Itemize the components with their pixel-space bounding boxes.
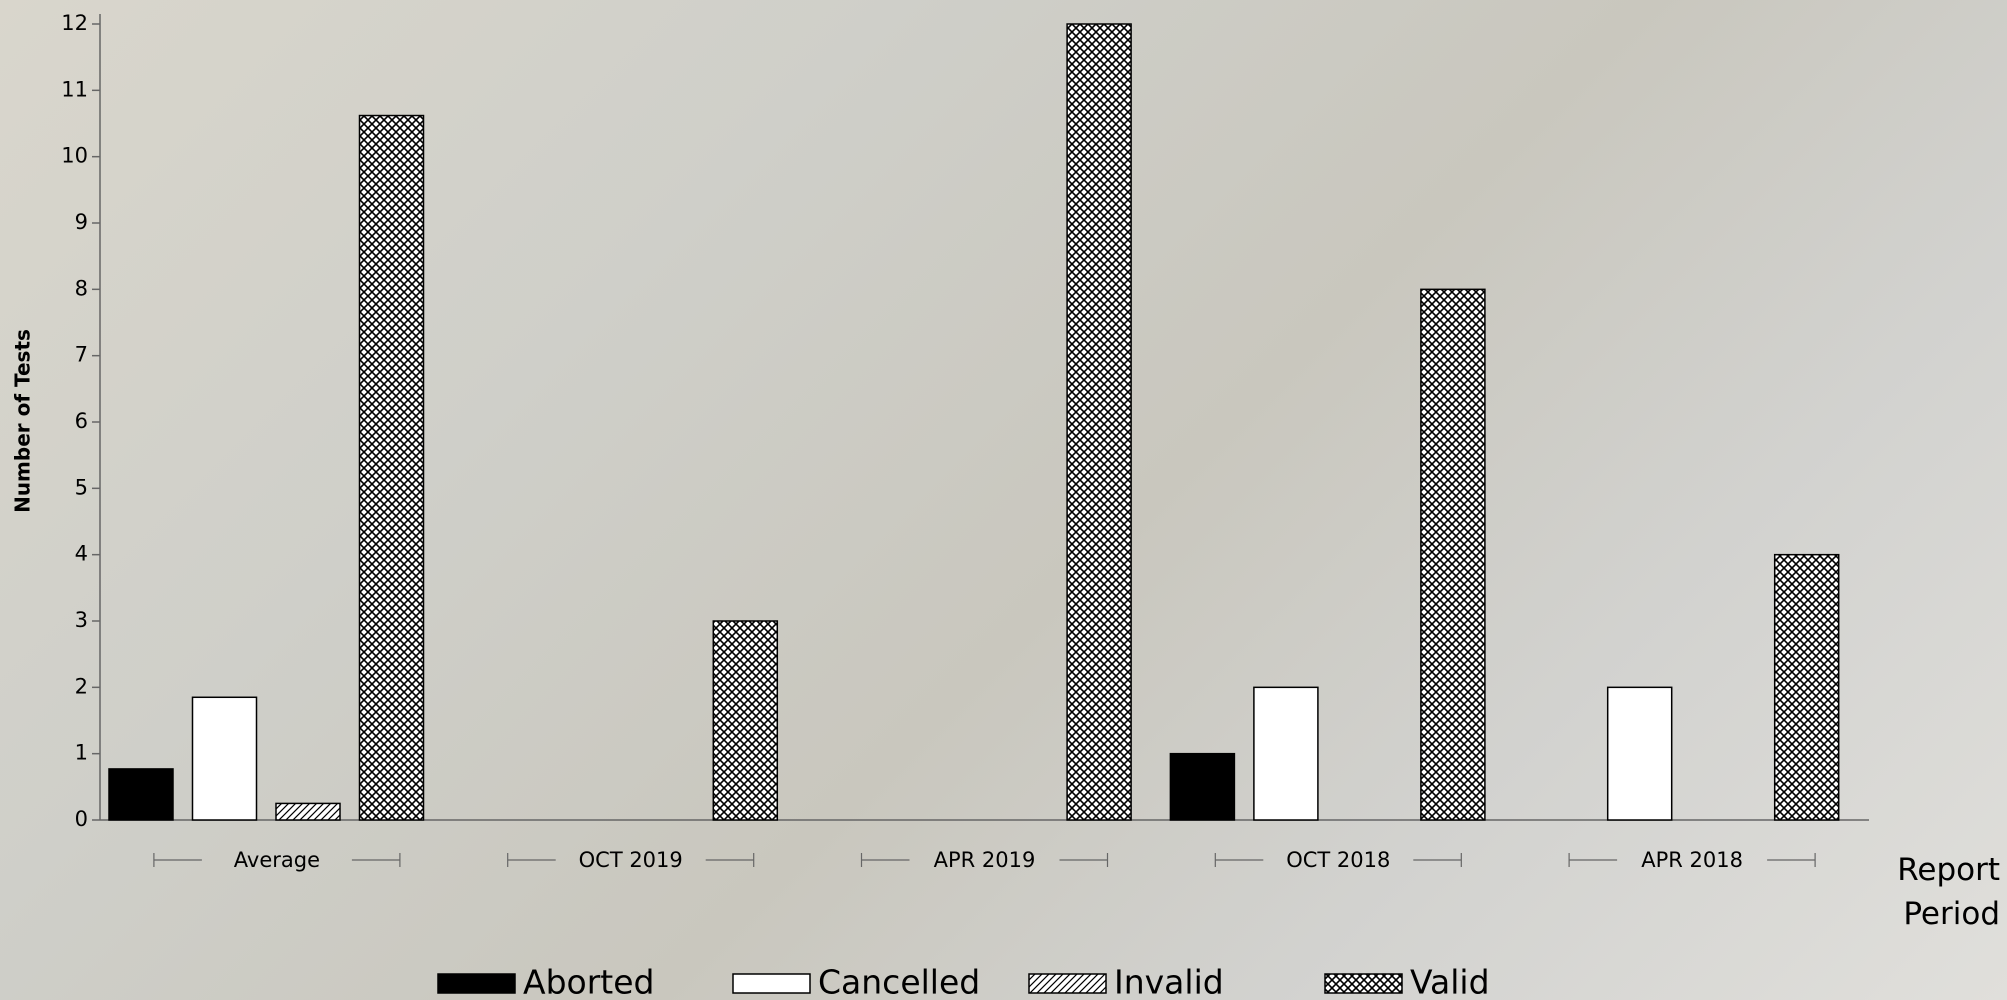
bar (1773, 553, 1840, 821)
legend-label: Aborted (523, 963, 654, 1000)
bar (1169, 752, 1236, 821)
y-tick-label: 3 (75, 608, 88, 632)
bar (1420, 288, 1486, 821)
bar (108, 768, 174, 821)
legend-label: Invalid (1114, 963, 1224, 1000)
legend-swatch (1028, 973, 1107, 994)
x-tick-label: APR 2019 (934, 848, 1036, 872)
y-tick-label: 4 (75, 542, 88, 566)
y-tick-label: 5 (75, 475, 88, 499)
y-tick-label: 9 (75, 210, 88, 234)
x-tick-label: OCT 2018 (1286, 848, 1390, 872)
x-tick-label: OCT 2019 (579, 848, 683, 872)
x-tick-label: APR 2018 (1641, 848, 1743, 872)
bar (191, 696, 258, 821)
legend-label: Cancelled (818, 963, 980, 1000)
x-tick-label: Average (234, 848, 320, 872)
bar (1066, 23, 1132, 821)
x-axis-label: Report Period (1897, 852, 2000, 932)
legend-swatch (732, 973, 811, 994)
y-tick-label: 0 (75, 807, 88, 831)
y-axis-label: Number of Tests (11, 329, 35, 513)
bar (712, 620, 779, 821)
y-tick-label: 12 (61, 11, 88, 35)
legend-label: Valid (1410, 963, 1490, 1000)
bar (358, 114, 425, 821)
legend-swatch (1324, 973, 1403, 994)
legend-swatch (437, 973, 516, 994)
y-tick-label: 1 (75, 741, 88, 765)
bar (1606, 686, 1673, 821)
y-tick-label: 7 (75, 343, 88, 367)
y-tick-label: 11 (61, 77, 88, 101)
bar (1253, 686, 1319, 821)
bar (275, 802, 341, 821)
y-tick-label: 6 (75, 409, 88, 433)
y-tick-label: 2 (75, 674, 88, 698)
y-tick-label: 8 (75, 276, 88, 300)
y-tick-label: 10 (61, 144, 88, 168)
